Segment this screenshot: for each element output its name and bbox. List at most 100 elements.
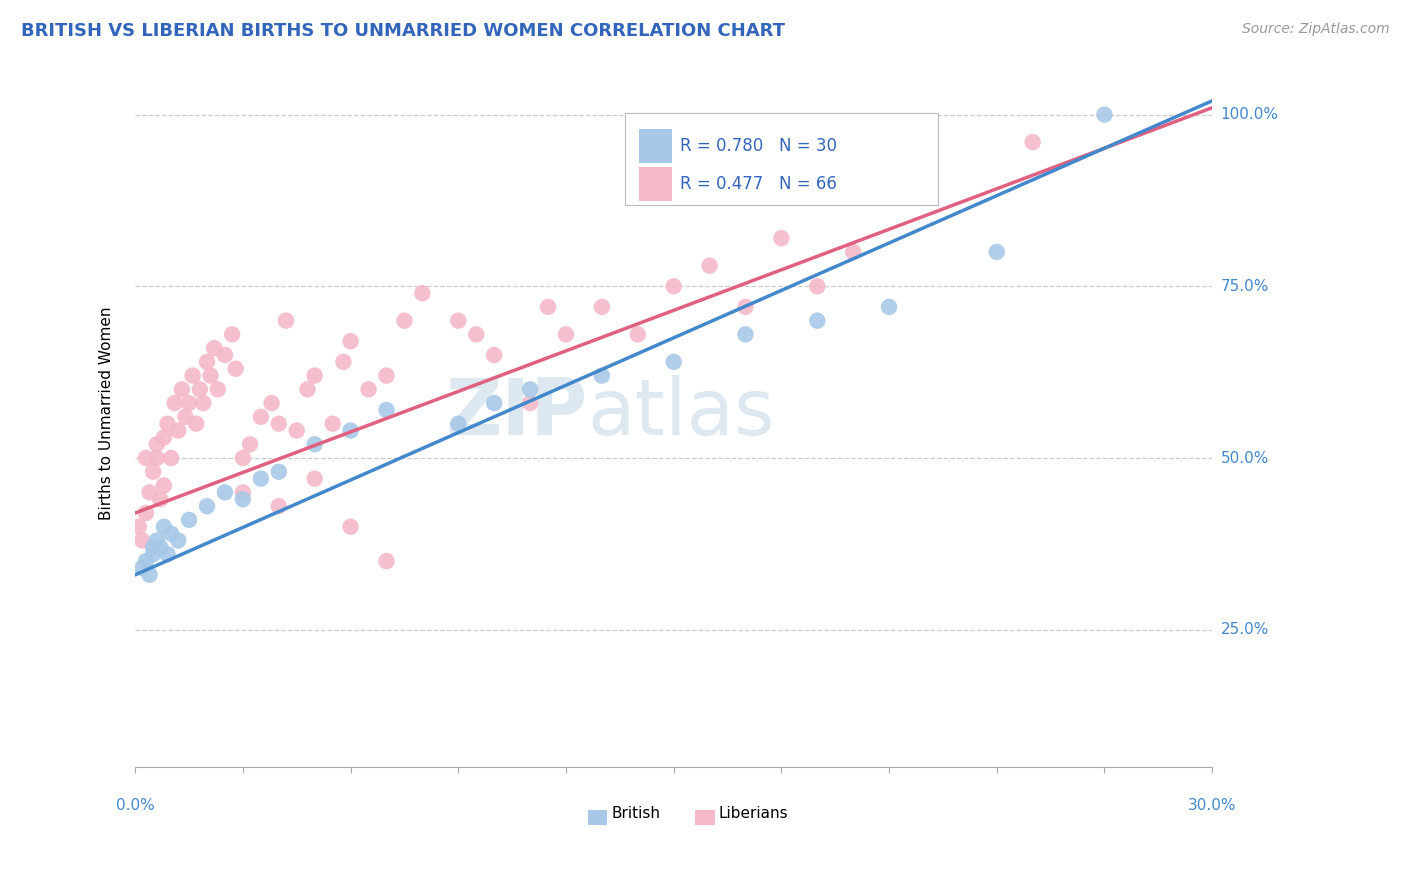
Point <box>304 472 326 486</box>
Point <box>699 259 721 273</box>
Point <box>177 396 200 410</box>
Point <box>591 300 613 314</box>
Text: ZIP: ZIP <box>446 376 588 451</box>
Point <box>339 334 361 349</box>
Point <box>239 437 262 451</box>
Point <box>482 396 505 410</box>
Point <box>145 450 167 465</box>
Point <box>156 417 179 431</box>
Text: BRITISH VS LIBERIAN BIRTHS TO UNMARRIED WOMEN CORRELATION CHART: BRITISH VS LIBERIAN BIRTHS TO UNMARRIED … <box>21 22 785 40</box>
Point <box>170 382 193 396</box>
Point <box>482 348 505 362</box>
Point <box>160 450 183 465</box>
Point <box>188 382 211 396</box>
Point <box>131 533 153 548</box>
Point <box>128 520 150 534</box>
Text: 25.0%: 25.0% <box>1220 623 1268 637</box>
Point <box>177 513 200 527</box>
Point <box>332 355 354 369</box>
Point <box>135 450 157 465</box>
Point <box>160 526 183 541</box>
Point <box>986 244 1008 259</box>
Point <box>734 300 756 314</box>
Point <box>149 492 172 507</box>
Point <box>770 231 793 245</box>
Point <box>232 485 254 500</box>
Point <box>153 430 176 444</box>
Text: Liberians: Liberians <box>718 806 789 822</box>
Point <box>181 368 204 383</box>
Point <box>232 492 254 507</box>
Point <box>411 286 433 301</box>
Point <box>1021 135 1043 149</box>
Point <box>135 554 157 568</box>
Bar <box>640 167 672 201</box>
FancyBboxPatch shape <box>626 112 938 204</box>
Point <box>842 244 865 259</box>
Point <box>662 279 685 293</box>
Point <box>447 313 470 327</box>
Point <box>322 417 344 431</box>
Point <box>250 409 273 424</box>
Text: atlas: atlas <box>588 376 775 451</box>
Text: 100.0%: 100.0% <box>1220 107 1278 122</box>
Point <box>274 313 297 327</box>
Point <box>142 465 165 479</box>
Point <box>304 437 326 451</box>
Point <box>186 417 208 431</box>
Text: R = 0.780   N = 30: R = 0.780 N = 30 <box>681 137 837 155</box>
Point <box>214 485 236 500</box>
Point <box>250 472 273 486</box>
Point <box>200 368 222 383</box>
Point <box>214 348 236 362</box>
Point <box>357 382 380 396</box>
Point <box>131 561 153 575</box>
Bar <box>588 810 607 825</box>
Point <box>519 382 541 396</box>
Point <box>914 190 936 204</box>
Point <box>375 554 398 568</box>
Point <box>267 465 290 479</box>
Point <box>135 506 157 520</box>
Text: R = 0.477   N = 66: R = 0.477 N = 66 <box>681 175 837 194</box>
Point <box>142 547 165 561</box>
Point <box>519 396 541 410</box>
Point <box>156 547 179 561</box>
Point <box>662 355 685 369</box>
Point <box>591 368 613 383</box>
Y-axis label: Births to Unmarried Women: Births to Unmarried Women <box>100 307 114 520</box>
Point <box>232 450 254 465</box>
Point <box>153 478 176 492</box>
Text: 50.0%: 50.0% <box>1220 450 1268 466</box>
Point <box>167 424 190 438</box>
Point <box>138 485 160 500</box>
Point <box>297 382 319 396</box>
Point <box>339 424 361 438</box>
Point <box>142 541 165 555</box>
Point <box>163 396 186 410</box>
Text: 0.0%: 0.0% <box>115 797 155 813</box>
Point <box>202 341 225 355</box>
Text: 30.0%: 30.0% <box>1188 797 1236 813</box>
Point <box>375 368 398 383</box>
Point <box>195 355 218 369</box>
Point <box>138 567 160 582</box>
Point <box>174 409 197 424</box>
Point <box>195 499 218 513</box>
Point <box>304 368 326 383</box>
Point <box>375 403 398 417</box>
Point <box>555 327 578 342</box>
Point <box>627 327 650 342</box>
Point <box>285 424 308 438</box>
Text: 75.0%: 75.0% <box>1220 279 1268 293</box>
Point <box>167 533 190 548</box>
Point <box>537 300 560 314</box>
Point <box>153 520 176 534</box>
Point <box>260 396 283 410</box>
Point <box>806 313 828 327</box>
Point <box>394 313 416 327</box>
Bar <box>695 810 714 825</box>
Point <box>877 300 900 314</box>
Point <box>149 541 172 555</box>
Point <box>145 437 167 451</box>
